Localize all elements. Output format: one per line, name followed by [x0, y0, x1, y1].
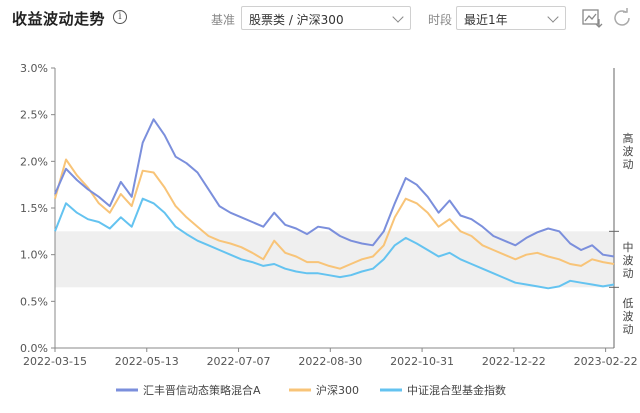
period-select[interactable]: 最近1年 — [456, 6, 566, 30]
y-tick-label: 1.0% — [20, 249, 48, 262]
y-tick-label: 0.5% — [20, 295, 48, 308]
chart-download-icon — [582, 9, 603, 28]
y-tick-label: 2.0% — [20, 155, 48, 168]
series-line-fund — [54, 118, 615, 258]
chevron-down-icon — [392, 11, 404, 23]
x-tick-label: 2022-12-22 — [482, 355, 546, 368]
volatility-label-low: 波 — [623, 310, 634, 323]
volatility-label-mid: 波 — [623, 254, 634, 267]
chart-header: 收益波动走势 i 基准 股票类 / 沪深300 时段 最近1年 — [0, 0, 640, 36]
x-tick-label: 2022-08-30 — [298, 355, 362, 368]
x-tick-label: 2022-05-13 — [115, 355, 179, 368]
info-icon[interactable]: i — [113, 10, 127, 24]
chevron-down-icon — [547, 11, 559, 23]
benchmark-select[interactable]: 股票类 / 沪深300 — [241, 6, 411, 30]
y-tick-label: 3.0% — [20, 62, 48, 75]
volatility-label-high: 高 — [623, 131, 634, 145]
y-tick-label: 2.5% — [20, 109, 48, 122]
benchmark-value: 股票类 / 沪深300 — [249, 13, 344, 27]
legend-label-index[interactable]: 中证混合型基金指数 — [407, 383, 506, 397]
period-value: 最近1年 — [464, 13, 508, 27]
volatility-label-mid: 动 — [623, 267, 634, 280]
volatility-label-high: 动 — [623, 158, 634, 171]
x-tick-label: 2022-07-07 — [207, 355, 271, 368]
series-line-hs300 — [54, 158, 615, 270]
volatility-label-mid: 中 — [623, 241, 634, 254]
x-tick-label: 2023-02-22 — [574, 355, 638, 368]
mid-volatility-band — [55, 231, 614, 288]
volatility-label-low: 动 — [623, 323, 634, 336]
refresh-button[interactable] — [610, 6, 634, 30]
volatility-chart: 0.0% 0.5% 1.0% 1.5% 2.0% 2.5% 3.0% 2022-03-15 20… — [20, 62, 638, 397]
legend-label-fund[interactable]: 汇丰晋信动态策略混合A — [143, 383, 261, 397]
chart-download-button[interactable] — [580, 6, 604, 30]
legend-label-hs300[interactable]: 沪深300 — [316, 383, 359, 397]
refresh-icon — [614, 8, 630, 26]
y-tick-label: 0.0% — [20, 342, 48, 355]
page-title: 收益波动走势 — [12, 10, 106, 28]
x-tick-label: 2022-03-15 — [23, 355, 87, 368]
x-tick-label: 2022-10-31 — [390, 355, 454, 368]
volatility-label-high: 波 — [623, 145, 634, 158]
benchmark-label: 基准 — [211, 13, 236, 27]
y-tick-label: 1.5% — [20, 202, 48, 215]
series-line-index — [54, 197, 615, 290]
period-label: 时段 — [428, 13, 453, 27]
volatility-label-low: 低 — [623, 297, 634, 310]
